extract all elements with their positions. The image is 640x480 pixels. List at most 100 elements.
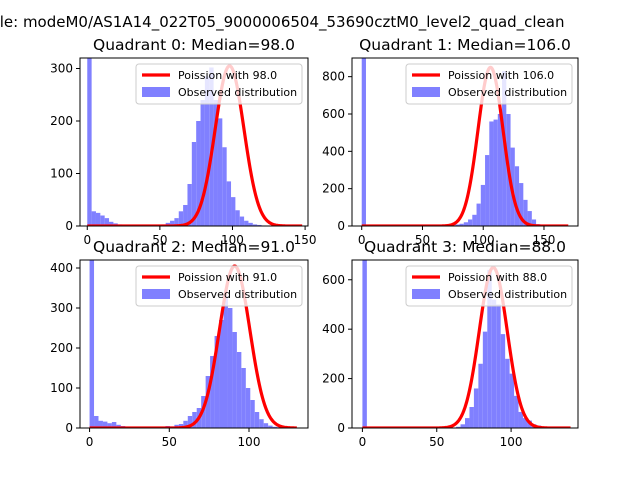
hist-bar xyxy=(231,197,236,226)
y-tick-label: 200 xyxy=(322,182,345,196)
x-tick-label: 50 xyxy=(162,435,177,449)
hist-bar xyxy=(268,425,273,428)
hist-bar xyxy=(183,420,188,428)
x-tick-label: 0 xyxy=(359,435,367,449)
hist-bar xyxy=(196,121,201,226)
hist-bar xyxy=(463,222,469,226)
hist-bar xyxy=(200,100,205,226)
hist-bar xyxy=(518,411,523,428)
hist-bar xyxy=(472,214,477,226)
y-tick-label: 200 xyxy=(50,341,73,355)
hist-bar xyxy=(527,211,532,226)
legend-hist-swatch xyxy=(142,289,170,299)
x-tick-label: 50 xyxy=(429,435,444,449)
hist-bar xyxy=(245,388,251,428)
figure-suptitle: n file: modeM0/AS1A14_022T05_9000006504_… xyxy=(0,13,565,32)
x-tick-label: 100 xyxy=(221,233,244,247)
hist-bar xyxy=(482,331,488,428)
hist-bar xyxy=(205,376,211,428)
hist-bar xyxy=(491,299,497,428)
poisson-fit-line xyxy=(361,265,572,428)
subplot-quadrant-1: 0 50 100 150 0 200 400 600 800 Poission with 106.… xyxy=(322,57,579,247)
hist-bar xyxy=(178,424,184,428)
hist-bar xyxy=(514,395,519,428)
hist-bar xyxy=(505,358,510,428)
legend-hist-swatch xyxy=(412,87,440,97)
x-tick-label: 150 xyxy=(533,233,556,247)
hist-bar xyxy=(239,216,245,226)
y-tick-label: 800 xyxy=(322,70,345,84)
y-tick-label: 0 xyxy=(337,421,345,435)
legend-box xyxy=(405,265,573,307)
poisson-fit-line xyxy=(86,64,304,226)
hist-bar xyxy=(465,418,470,428)
hist-bar xyxy=(497,114,503,226)
y-tick-label: 400 xyxy=(322,144,345,158)
hist-bar xyxy=(223,296,228,428)
hist-bar xyxy=(250,400,255,428)
hist-bar xyxy=(500,334,506,428)
x-tick-label: 50 xyxy=(152,233,167,247)
hist-bar xyxy=(459,223,464,226)
hist-bar xyxy=(362,260,367,428)
x-tick-label: 100 xyxy=(472,233,495,247)
histogram-bars xyxy=(362,260,550,428)
x-tick-label: 100 xyxy=(238,435,261,449)
legend: Poission with 98.0 Observed distribution xyxy=(135,63,303,105)
hist-bar xyxy=(174,218,179,226)
hist-bar xyxy=(94,416,99,428)
y-tick-label: 200 xyxy=(50,114,73,128)
hist-bar xyxy=(476,203,481,226)
hist-bar xyxy=(235,210,240,226)
hist-bar xyxy=(489,121,494,226)
hist-bar xyxy=(509,373,515,428)
hist-bar xyxy=(263,423,269,428)
axes-frame xyxy=(79,259,309,429)
hist-bar xyxy=(170,220,175,226)
y-tick-label: 400 xyxy=(322,322,345,336)
x-tick-label: 0 xyxy=(358,233,366,247)
y-tick-label: 0 xyxy=(337,219,345,233)
hist-bar xyxy=(257,224,262,226)
hist-bar xyxy=(485,155,490,226)
hist-bar xyxy=(219,320,224,428)
hist-bar xyxy=(102,421,108,428)
legend-box xyxy=(135,63,303,105)
x-tick-label: 0 xyxy=(83,233,91,247)
hist-bar xyxy=(493,119,498,226)
y-tick-label: 300 xyxy=(50,301,73,315)
hist-bar xyxy=(210,356,215,428)
legend-hist-swatch xyxy=(412,289,440,299)
hist-bar xyxy=(244,220,249,226)
hist-bar xyxy=(460,424,465,428)
hist-bar xyxy=(111,422,117,428)
histogram-bars xyxy=(89,260,291,428)
hist-bar xyxy=(217,118,223,226)
subplot-quadrant-0: 0 50 100 150 0 100 200 300 Poission with 98.0 Obs… xyxy=(50,57,317,247)
legend: Poission with 88.0 Observed distribution xyxy=(405,265,573,307)
hist-bar xyxy=(227,308,233,428)
subplot-title: Quadrant 1: Median=106.0 xyxy=(359,36,571,54)
subplot-title: Quadrant 3: Median=88.0 xyxy=(364,238,566,256)
hist-bar xyxy=(496,304,501,428)
hist-bar xyxy=(236,352,242,428)
poisson-fit-line xyxy=(88,264,298,428)
hist-bar xyxy=(100,215,105,226)
hist-bar xyxy=(478,363,483,428)
subplot-quadrant-2: 0 50 100 0 100 200 300 400 Poission with 91.0 Obs… xyxy=(50,259,309,449)
legend-hist-label: Observed distribution xyxy=(178,86,297,99)
hist-bar xyxy=(214,336,220,428)
legend-box xyxy=(135,265,303,307)
y-tick-label: 600 xyxy=(322,107,345,121)
hist-bar xyxy=(226,181,232,226)
y-tick-label: 100 xyxy=(50,381,73,395)
legend-hist-label: Observed distribution xyxy=(448,288,567,301)
x-tick-label: 100 xyxy=(500,435,523,449)
hist-bar xyxy=(468,219,473,226)
subplot-title: Quadrant 0: Median=98.0 xyxy=(93,36,295,54)
axes-frame xyxy=(351,57,579,227)
hist-bar xyxy=(248,222,253,226)
hist-bar xyxy=(213,100,218,226)
